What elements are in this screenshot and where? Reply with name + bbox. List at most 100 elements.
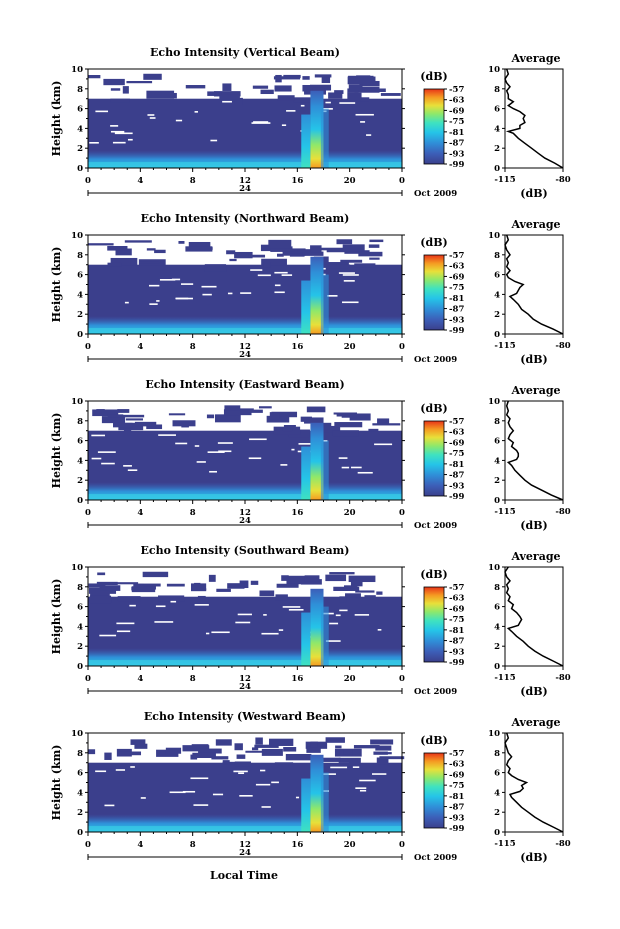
heatmap-gap [274, 291, 285, 294]
profile-line [504, 566, 564, 667]
heatmap-gap [89, 142, 99, 144]
heatmap-cell [258, 406, 272, 409]
heatmap-cell [261, 258, 287, 266]
heatmap-storm-cell [301, 778, 311, 832]
colorbar-tick-label: -57 [449, 749, 464, 759]
colorbar-tick-label: -69 [449, 272, 464, 282]
heatmap-gap [249, 438, 267, 441]
heatmap-cell [165, 747, 182, 754]
heatmap-cell [268, 738, 294, 746]
heatmap-gap [339, 609, 348, 612]
heatmap-gap [282, 606, 301, 608]
colorbar-tick-label: -81 [449, 294, 464, 304]
heatmap-cell [350, 580, 363, 587]
heatmap-cell [276, 253, 284, 257]
y-tick-label: 10 [71, 397, 83, 407]
heatmap-cell [336, 239, 353, 245]
heatmap-gap [341, 466, 350, 469]
y-tick-label: 8 [77, 583, 83, 593]
profile-y-tick-label: 4 [494, 456, 500, 466]
colorbar-tick-label: -93 [449, 647, 464, 657]
heatmap-cell [222, 761, 244, 765]
heatmap-gap [217, 442, 233, 444]
heatmap-gap [182, 790, 196, 793]
heatmap-storm-cell [301, 280, 311, 334]
panel-title: Echo Intensity (Westward Beam) [144, 710, 346, 723]
heatmap-cell [236, 754, 246, 759]
heatmap-cell [285, 753, 312, 761]
heatmap-cell [369, 257, 380, 260]
heatmap [88, 239, 402, 334]
heatmap-cell [281, 575, 289, 581]
y-tick-label: 0 [77, 828, 83, 838]
date-label: Oct 2009 [414, 521, 457, 531]
profile-y-tick-label: 4 [494, 290, 500, 300]
colorbar-tick-label: -81 [449, 128, 464, 138]
profile-x-label: (dB) [520, 187, 547, 200]
x-tick-label: 20 [344, 176, 356, 186]
heatmap-cell [321, 757, 341, 762]
heatmap-cell [261, 748, 283, 756]
heatmap-gap [190, 777, 209, 780]
heatmap-cell [223, 409, 252, 416]
y-tick-label: 10 [71, 65, 83, 75]
heatmap-gap [91, 457, 102, 460]
heatmap-cell [142, 571, 169, 578]
heatmap-gap [175, 297, 189, 300]
heatmap-cell [286, 578, 314, 585]
heatmap-gap [274, 271, 288, 274]
heatmap-cell [344, 250, 370, 254]
colorbar-tick-label: -99 [449, 824, 464, 834]
profile-y-tick-label: 6 [494, 271, 500, 281]
y-tick-label: 6 [77, 437, 83, 447]
heatmap-gap [212, 793, 224, 796]
heatmap-gap [338, 272, 355, 274]
heatmap-gap [196, 461, 206, 463]
colorbar-unit: (dB) [420, 236, 447, 249]
colorbar-tick-label: -63 [449, 760, 464, 770]
heatmap-gap [155, 605, 166, 608]
heatmap-cell [321, 76, 331, 84]
heatmap-cell [260, 244, 283, 252]
heatmap-cell [226, 250, 236, 255]
y-tick-label: 6 [77, 105, 83, 115]
heatmap-cell [255, 737, 263, 745]
heatmap-gap [170, 600, 177, 603]
heatmap-cell [130, 739, 146, 745]
heatmap-cell [354, 263, 376, 268]
heatmap-cell [314, 74, 332, 78]
colorbar-tick-label: -63 [449, 428, 464, 438]
heatmap-cell [248, 254, 266, 258]
panel-4: Echo Intensity (Westward Beam)0246810Hei… [50, 710, 571, 864]
heatmap-cell [172, 420, 196, 427]
x-tick-label: 20 [344, 508, 356, 518]
heatmap-gap [321, 773, 336, 775]
heatmap-cell [185, 246, 213, 252]
heatmap-gap [374, 443, 393, 446]
heatmap-gap [278, 629, 284, 631]
y-tick-label: 8 [77, 251, 83, 261]
colorbar [423, 586, 445, 663]
x-tick-label: 16 [291, 674, 303, 684]
heatmap-gap [342, 301, 359, 304]
heatmap-gap [280, 464, 288, 466]
heatmap-storm-core [310, 422, 324, 500]
heatmap-gap [194, 604, 209, 606]
heatmap-cell [214, 414, 241, 423]
heatmap-cell [154, 249, 166, 254]
heatmap-gap [335, 614, 341, 617]
heatmap-gap [154, 621, 174, 623]
heatmap-gap [227, 292, 233, 295]
heatmap-gap [237, 613, 252, 616]
y-tick-label: 10 [71, 729, 83, 739]
profile-line [504, 732, 564, 833]
heatmap-cell [104, 752, 112, 760]
heatmap-gap [101, 462, 115, 465]
heatmap-cell [252, 85, 269, 89]
date-label: Oct 2009 [414, 355, 457, 365]
heatmap-gap [104, 804, 115, 807]
x-tick-label: 16 [291, 176, 303, 186]
colorbar [423, 420, 445, 497]
profile-x-label: (dB) [520, 685, 547, 698]
profile-y-tick-label: 2 [494, 144, 500, 154]
